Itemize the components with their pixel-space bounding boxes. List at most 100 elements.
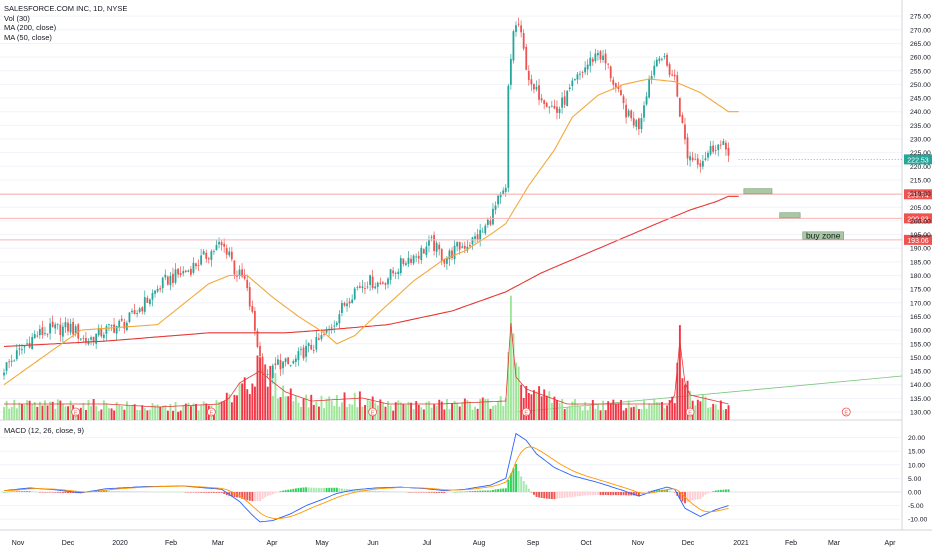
- macd-histogram-bar: [228, 492, 231, 496]
- candle-body: [284, 358, 287, 363]
- macd-histogram-bar: [545, 492, 548, 499]
- earnings-marker-label: E: [371, 411, 375, 417]
- macd-histogram-bar: [172, 491, 174, 493]
- volume-bar: [49, 401, 52, 420]
- candle-body: [445, 258, 448, 264]
- macd-histogram-bar: [328, 487, 331, 492]
- macd-histogram-bar: [525, 484, 528, 492]
- volume-bar: [54, 408, 57, 420]
- candle-body: [358, 286, 361, 288]
- macd-histogram-bar: [123, 491, 126, 492]
- macd-histogram-bar: [100, 490, 103, 492]
- macd-histogram-bar: [576, 492, 579, 497]
- volume-bar: [361, 406, 364, 420]
- volume-bar: [261, 367, 264, 420]
- macd-histogram-bar: [156, 491, 159, 493]
- candle-body: [384, 283, 387, 285]
- candle-body: [722, 140, 725, 145]
- earnings-marker-label: E: [524, 411, 528, 417]
- macd-histogram-bar: [269, 492, 272, 496]
- volume-legend: Vol (30): [4, 13, 30, 23]
- macd-histogram-bar: [5, 491, 8, 493]
- macd-histogram-bar: [274, 492, 277, 494]
- macd-histogram-bar: [417, 492, 420, 493]
- volume-bar: [438, 399, 441, 420]
- candle-body: [59, 324, 62, 335]
- macd-histogram-bar: [26, 491, 29, 492]
- candle-body: [282, 361, 284, 369]
- volume-bar: [630, 407, 633, 420]
- volume-bar: [407, 401, 410, 420]
- macd-histogram-bar: [128, 491, 131, 492]
- candle-body: [573, 79, 576, 81]
- volume-bar: [581, 410, 584, 420]
- volume-bar: [392, 410, 395, 420]
- macd-histogram-bar: [645, 492, 648, 493]
- candle-body: [453, 245, 456, 260]
- macd-histogram-bar: [15, 491, 18, 492]
- macd-histogram-bar: [54, 492, 57, 493]
- volume-bar: [85, 409, 87, 420]
- candle-body: [335, 322, 338, 326]
- volume-bar: [333, 405, 336, 420]
- macd-histogram-bar: [461, 491, 464, 493]
- volume-bar: [425, 402, 428, 420]
- volume-bar: [719, 400, 722, 420]
- volume-bar: [576, 404, 579, 420]
- candle-body: [412, 255, 415, 264]
- volume-bar: [540, 396, 543, 420]
- candle-body: [187, 270, 190, 272]
- volume-bar: [358, 391, 361, 420]
- candle-body: [689, 156, 691, 161]
- macd-histogram-bar: [376, 490, 379, 492]
- volume-bar: [556, 399, 558, 420]
- candle-body: [90, 337, 92, 340]
- candle-body: [456, 242, 459, 247]
- macd-histogram-bar: [584, 492, 587, 496]
- macd-histogram-bar: [207, 492, 210, 493]
- buy-zone-box: [779, 212, 801, 219]
- macd-histogram-bar: [282, 490, 285, 492]
- ma50-legend: MA (50, close): [4, 32, 52, 42]
- volume-bar: [714, 404, 717, 420]
- macd-histogram-bar: [714, 490, 717, 492]
- candle-body: [105, 326, 108, 334]
- candle-body: [530, 79, 533, 85]
- volume-bar: [709, 407, 712, 420]
- macd-histogram-bar: [238, 492, 241, 498]
- macd-histogram-bar: [138, 491, 141, 492]
- volume-bar: [379, 399, 382, 420]
- macd-histogram-bar: [425, 492, 428, 493]
- time-tick-label: Feb: [785, 540, 797, 547]
- volume-bar: [364, 405, 366, 420]
- candle-body: [279, 360, 282, 370]
- candle-body: [241, 269, 243, 277]
- macd-histogram-bar: [451, 492, 453, 493]
- macd-histogram-bar: [108, 490, 110, 492]
- candle-body: [658, 58, 661, 61]
- macd-histogram-bar: [594, 492, 597, 496]
- volume-bar: [456, 403, 459, 420]
- volume-bar: [650, 404, 653, 420]
- macd-histogram-bar: [177, 491, 180, 493]
- macd-histogram-bar: [356, 489, 359, 492]
- volume-bar: [182, 404, 185, 420]
- macd-histogram-bar: [225, 492, 228, 496]
- candle-body: [223, 243, 226, 247]
- volume-bar: [384, 406, 387, 420]
- macd-histogram-bar: [125, 491, 128, 492]
- macd-histogram-bar: [597, 492, 599, 495]
- volume-bar: [479, 398, 482, 420]
- macd-histogram-bar: [686, 492, 689, 503]
- time-tick-label: Mar: [828, 540, 841, 547]
- candle-body: [620, 90, 622, 96]
- candle-body: [141, 307, 144, 312]
- volume-bar: [202, 401, 205, 420]
- candle-body: [333, 325, 336, 327]
- candle-body: [108, 324, 110, 326]
- volume-bar: [159, 407, 162, 420]
- candle-body: [156, 288, 159, 292]
- volume-bar: [671, 396, 674, 420]
- volume-bar: [192, 403, 195, 420]
- candle-body: [376, 282, 379, 287]
